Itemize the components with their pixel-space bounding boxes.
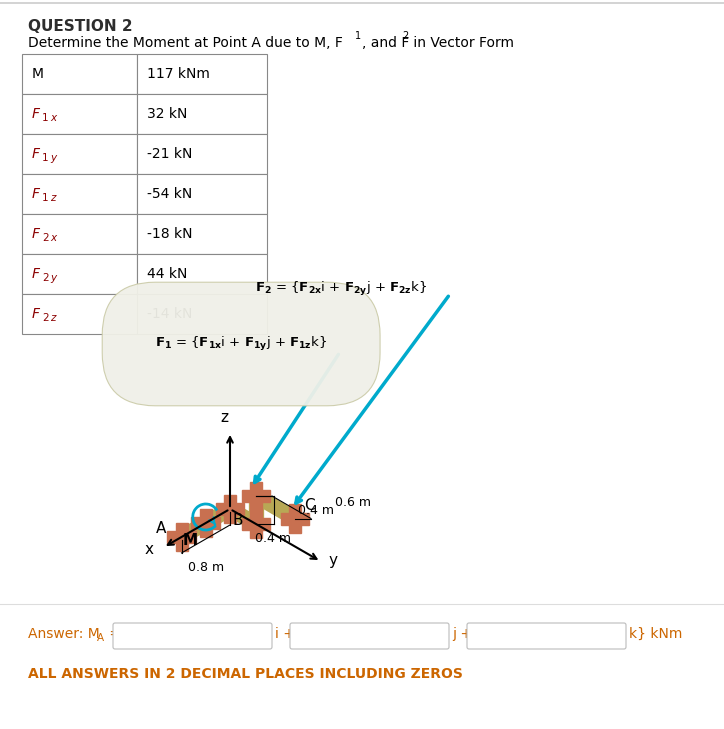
Bar — [137, 134, 267, 174]
Text: 44 kN: 44 kN — [147, 267, 188, 281]
Text: F: F — [32, 307, 40, 321]
Text: in Vector Form: in Vector Form — [409, 36, 514, 50]
Text: A: A — [97, 633, 104, 643]
Bar — [137, 214, 267, 254]
Text: x: x — [145, 542, 153, 556]
Text: F: F — [32, 107, 40, 121]
Bar — [137, 254, 267, 294]
Circle shape — [249, 517, 264, 531]
Text: z: z — [50, 193, 56, 203]
Text: 0.8 m: 0.8 m — [188, 561, 224, 574]
Text: Determine the Moment at Point A due to M, F: Determine the Moment at Point A due to M… — [28, 36, 343, 50]
Text: C: C — [303, 499, 314, 513]
Text: F: F — [32, 227, 40, 241]
Text: x: x — [50, 233, 56, 243]
Text: 2: 2 — [402, 31, 408, 41]
Bar — [22, 294, 137, 334]
Text: -21 kN: -21 kN — [147, 147, 193, 161]
Bar — [22, 134, 137, 174]
Bar — [137, 294, 267, 334]
Text: $\mathbf{F_1}$ = {$\mathbf{F_{1x}}$i + $\mathbf{F_{1y}}$j + $\mathbf{F_{1z}}$k}: $\mathbf{F_1}$ = {$\mathbf{F_{1x}}$i + $… — [155, 335, 327, 353]
Circle shape — [174, 530, 189, 545]
Text: y: y — [50, 273, 56, 283]
Bar — [200, 509, 211, 537]
Text: k} kNm: k} kNm — [629, 627, 683, 641]
Bar — [242, 518, 270, 530]
Text: -54 kN: -54 kN — [147, 187, 193, 201]
Text: = {: = { — [105, 627, 134, 641]
Text: $\mathbf{F_2}$ = {$\mathbf{F_{2x}}$i + $\mathbf{F_{2y}}$j + $\mathbf{F_{2z}}$k}: $\mathbf{F_2}$ = {$\mathbf{F_{2x}}$i + $… — [255, 280, 427, 298]
Text: -14 kN: -14 kN — [147, 307, 193, 321]
FancyBboxPatch shape — [290, 623, 449, 649]
Text: M: M — [182, 533, 198, 548]
FancyBboxPatch shape — [467, 623, 626, 649]
Text: 1: 1 — [355, 31, 361, 41]
Text: 2: 2 — [42, 313, 49, 323]
Bar — [137, 94, 267, 134]
Bar — [289, 504, 301, 533]
Text: Answer: M: Answer: M — [28, 627, 100, 641]
Bar — [22, 54, 137, 94]
Circle shape — [198, 516, 213, 530]
Text: F: F — [32, 147, 40, 161]
Text: 117 kNm: 117 kNm — [147, 67, 210, 81]
Bar — [250, 510, 262, 539]
Text: ALL ANSWERS IN 2 DECIMAL PLACES INCLUDING ZEROS: ALL ANSWERS IN 2 DECIMAL PLACES INCLUDIN… — [28, 667, 463, 681]
Bar — [22, 254, 137, 294]
Text: 2: 2 — [42, 273, 49, 283]
Bar — [175, 523, 188, 551]
Bar — [191, 517, 220, 529]
Text: z: z — [50, 313, 56, 323]
Text: F: F — [32, 187, 40, 201]
Circle shape — [287, 511, 302, 526]
Text: 1: 1 — [42, 113, 49, 123]
Bar — [22, 214, 137, 254]
Circle shape — [223, 502, 237, 516]
Text: QUESTION 2: QUESTION 2 — [28, 19, 132, 34]
Text: 1: 1 — [42, 193, 49, 203]
Text: 1: 1 — [42, 153, 49, 163]
Bar — [22, 94, 137, 134]
Text: 2: 2 — [42, 233, 49, 243]
Bar — [216, 503, 245, 515]
Bar — [224, 494, 236, 523]
Text: B: B — [232, 513, 243, 528]
Text: F: F — [32, 267, 40, 281]
Text: y: y — [329, 553, 337, 569]
Bar — [137, 174, 267, 214]
Text: z: z — [220, 410, 228, 425]
Text: M: M — [32, 67, 44, 81]
Text: i +: i + — [275, 627, 295, 641]
Text: , and F: , and F — [362, 36, 409, 50]
Text: x: x — [50, 113, 56, 123]
Text: 0.4 m: 0.4 m — [298, 504, 334, 517]
Text: j +: j + — [452, 627, 472, 641]
Text: 32 kN: 32 kN — [147, 107, 188, 121]
Bar — [281, 512, 309, 524]
Text: 0.6 m: 0.6 m — [335, 496, 371, 509]
Bar — [137, 54, 267, 94]
Circle shape — [249, 489, 264, 503]
Bar — [22, 174, 137, 214]
Bar — [250, 482, 262, 510]
Text: 0.4 m: 0.4 m — [255, 532, 291, 545]
Text: -18 kN: -18 kN — [147, 227, 193, 241]
FancyBboxPatch shape — [113, 623, 272, 649]
Text: A: A — [156, 521, 167, 536]
Bar — [242, 490, 270, 502]
Text: y: y — [50, 153, 56, 163]
Bar — [167, 531, 196, 543]
